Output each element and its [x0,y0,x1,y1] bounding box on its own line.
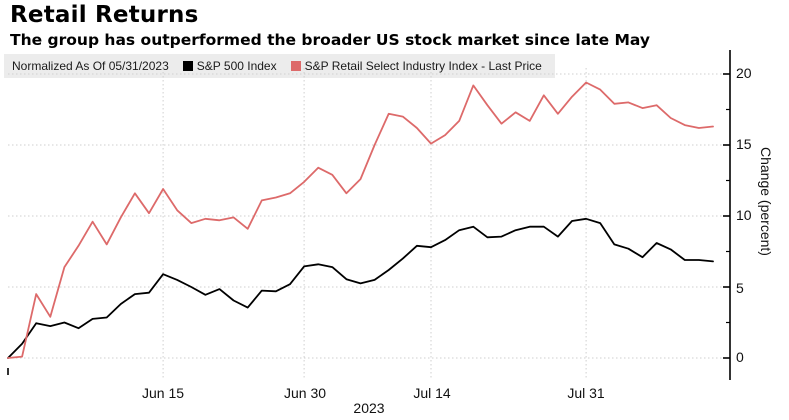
x-tick-jun15: Jun 15 [141,385,185,401]
legend-item-sp500: S&P 500 Index [182,59,277,73]
legend-bar: Normalized As Of 05/31/2023 S&P 500 Inde… [4,54,555,78]
x-tick-jun30: Jun 30 [283,385,327,401]
x-axis-year-label: 2023 [353,400,385,416]
legend-note: Normalized As Of 05/31/2023 [12,59,169,73]
x-tick-jul31: Jul 31 [567,385,605,401]
x-tick-jul14: Jul 14 [413,385,451,401]
page-title: Retail Returns [10,2,199,28]
chart-subtitle: The group has outperformed the broader U… [10,31,650,49]
y-tick-15: 15 [736,136,752,152]
y-tick-5: 5 [736,280,744,296]
y-axis-title: Change (percent) [758,147,774,256]
legend-label-sp500: S&P 500 Index [196,59,277,73]
y-tick-10: 10 [736,207,752,223]
y-tick-20: 20 [736,65,752,81]
series-line-sp500 [7,217,714,359]
y-tick-0: 0 [736,349,744,365]
series-line-retail [7,81,714,359]
retail-swatch-icon [290,61,301,71]
legend-label-retail: S&P Retail Select Industry Index - Last … [304,59,542,73]
sp500-swatch-icon [182,61,193,71]
legend-item-retail: S&P Retail Select Industry Index - Last … [290,59,542,73]
